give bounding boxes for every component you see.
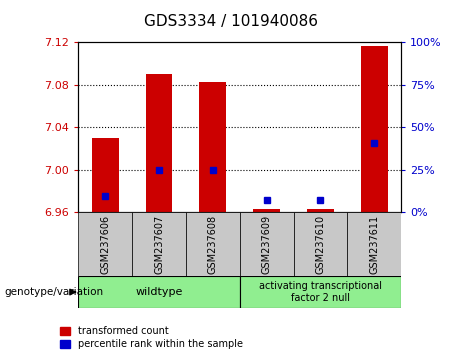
Text: activating transcriptional
factor 2 null: activating transcriptional factor 2 null xyxy=(259,281,382,303)
Bar xyxy=(294,212,347,276)
Text: GSM237611: GSM237611 xyxy=(369,215,379,274)
Text: GDS3334 / 101940086: GDS3334 / 101940086 xyxy=(143,14,318,29)
Bar xyxy=(253,209,280,212)
Text: GSM237610: GSM237610 xyxy=(315,215,325,274)
Text: genotype/variation: genotype/variation xyxy=(5,287,104,297)
Text: GSM237606: GSM237606 xyxy=(100,215,110,274)
Bar xyxy=(132,212,186,276)
Bar xyxy=(199,82,226,212)
Bar xyxy=(240,276,401,308)
Bar xyxy=(92,138,118,212)
Text: wildtype: wildtype xyxy=(136,287,183,297)
Text: GSM237608: GSM237608 xyxy=(208,215,218,274)
Bar xyxy=(240,212,294,276)
Bar xyxy=(146,74,172,212)
Text: GSM237607: GSM237607 xyxy=(154,215,164,274)
Bar xyxy=(78,276,240,308)
Bar xyxy=(347,212,401,276)
Bar xyxy=(186,212,240,276)
Legend: transformed count, percentile rank within the sample: transformed count, percentile rank withi… xyxy=(60,326,242,349)
Bar xyxy=(307,209,334,212)
Bar xyxy=(361,46,388,212)
Bar xyxy=(78,212,132,276)
Text: GSM237609: GSM237609 xyxy=(261,215,272,274)
